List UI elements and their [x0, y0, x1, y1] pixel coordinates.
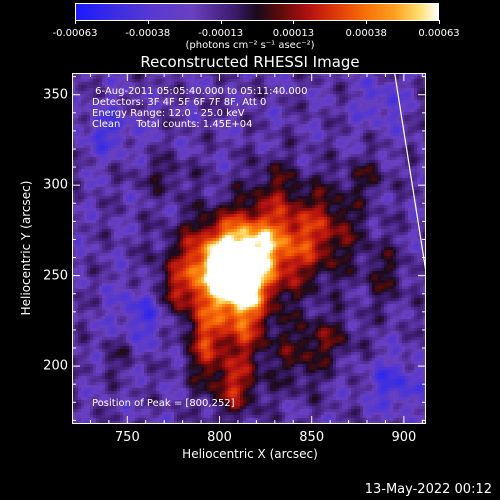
chart-title: Reconstructed RHESSI Image	[140, 53, 360, 71]
x-tick-label: 900	[391, 430, 417, 445]
colorbar-tick-mark	[366, 20, 368, 24]
colorbar-tick-label: -0.00038	[125, 28, 171, 39]
x-tick-label: 800	[207, 430, 232, 445]
y-tick-label: 350	[43, 87, 68, 103]
colorbar-tick-mark	[293, 20, 295, 24]
peak-position-label: Position of Peak = [800,252]	[92, 398, 235, 409]
x-axis-label: Heliocentric X (arcsec)	[182, 447, 318, 461]
x-tick-label: 850	[299, 430, 325, 445]
colorbar-tick-label: -0.00063	[52, 28, 98, 39]
info-time-range: 6-Aug-2011 05:05:40.000 to 05:11:40.000	[92, 86, 308, 97]
solar-limb-line	[394, 73, 426, 273]
colorbar-units: (photons cm⁻² s⁻¹ asec⁻²)	[185, 40, 315, 51]
y-tick-label: 250	[43, 268, 68, 284]
colorbar-tick-label: 0.00063	[418, 28, 460, 39]
plot-frame	[72, 73, 426, 424]
colorbar	[75, 3, 439, 21]
heatmap-cells	[72, 73, 426, 424]
y-tick-label: 300	[43, 177, 68, 193]
colorbar-tick-label: 0.00038	[345, 28, 387, 39]
y-axis-label: Heliocentric Y (arcsec)	[19, 180, 33, 316]
y-tick-label: 200	[43, 358, 68, 374]
colorbar-tick-mark	[147, 20, 149, 24]
heatmap-plot	[72, 73, 426, 424]
info-energy-range: Energy Range: 12.0 - 25.0 keV	[92, 108, 245, 119]
x-tick-label: 750	[114, 430, 140, 445]
info-detectors: Detectors: 3F 4F 5F 6F 7F 8F, Att 0	[92, 97, 267, 108]
datestamp: 13-May-2022 00:12	[364, 482, 492, 497]
colorbar-tick-mark	[75, 20, 76, 24]
colorbar-tick-label: 0.00013	[272, 28, 315, 39]
colorbar-tick-label: -0.00013	[198, 28, 244, 39]
colorbar-tick-mark	[220, 20, 222, 24]
colorbar-tick-mark	[439, 20, 440, 24]
info-clean-counts: Clean Total counts: 1.45E+04	[92, 119, 253, 130]
